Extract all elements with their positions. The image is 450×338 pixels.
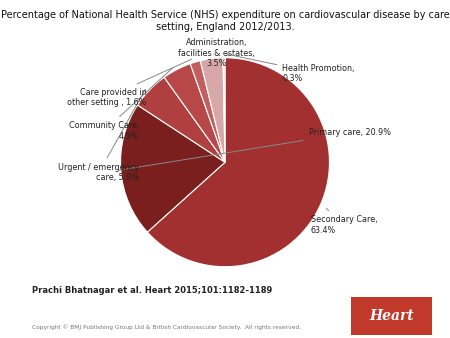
Text: Health Promotion,
0.3%: Health Promotion, 0.3% — [227, 54, 355, 83]
Wedge shape — [121, 105, 225, 232]
Wedge shape — [164, 64, 225, 162]
Text: Care provided in
other setting , 1.6%: Care provided in other setting , 1.6% — [67, 59, 192, 107]
Text: Community Care,
4.5%: Community Care, 4.5% — [69, 68, 173, 141]
Text: Urgent / emergency
care, 5.9%: Urgent / emergency care, 5.9% — [58, 90, 145, 183]
Text: Secondary Care,
63.4%: Secondary Care, 63.4% — [310, 208, 377, 235]
Wedge shape — [147, 58, 329, 267]
Text: Administration,
facilities & estates,
3.5%: Administration, facilities & estates, 3.… — [178, 39, 255, 68]
Text: Primary care, 20.9%: Primary care, 20.9% — [119, 128, 391, 170]
Wedge shape — [223, 58, 225, 162]
Wedge shape — [190, 61, 225, 162]
Text: Prachi Bhatnagar et al. Heart 2015;101:1182-1189: Prachi Bhatnagar et al. Heart 2015;101:1… — [32, 286, 272, 295]
Text: Heart: Heart — [369, 309, 414, 323]
Text: Percentage of National Health Service (NHS) expenditure on cardiovascular diseas: Percentage of National Health Service (N… — [0, 10, 450, 32]
Text: Copyright © BMJ Publishing Group Ltd & British Cardiovascular Society.  All righ: Copyright © BMJ Publishing Group Ltd & B… — [32, 324, 301, 330]
Wedge shape — [200, 58, 225, 162]
Wedge shape — [138, 77, 225, 162]
